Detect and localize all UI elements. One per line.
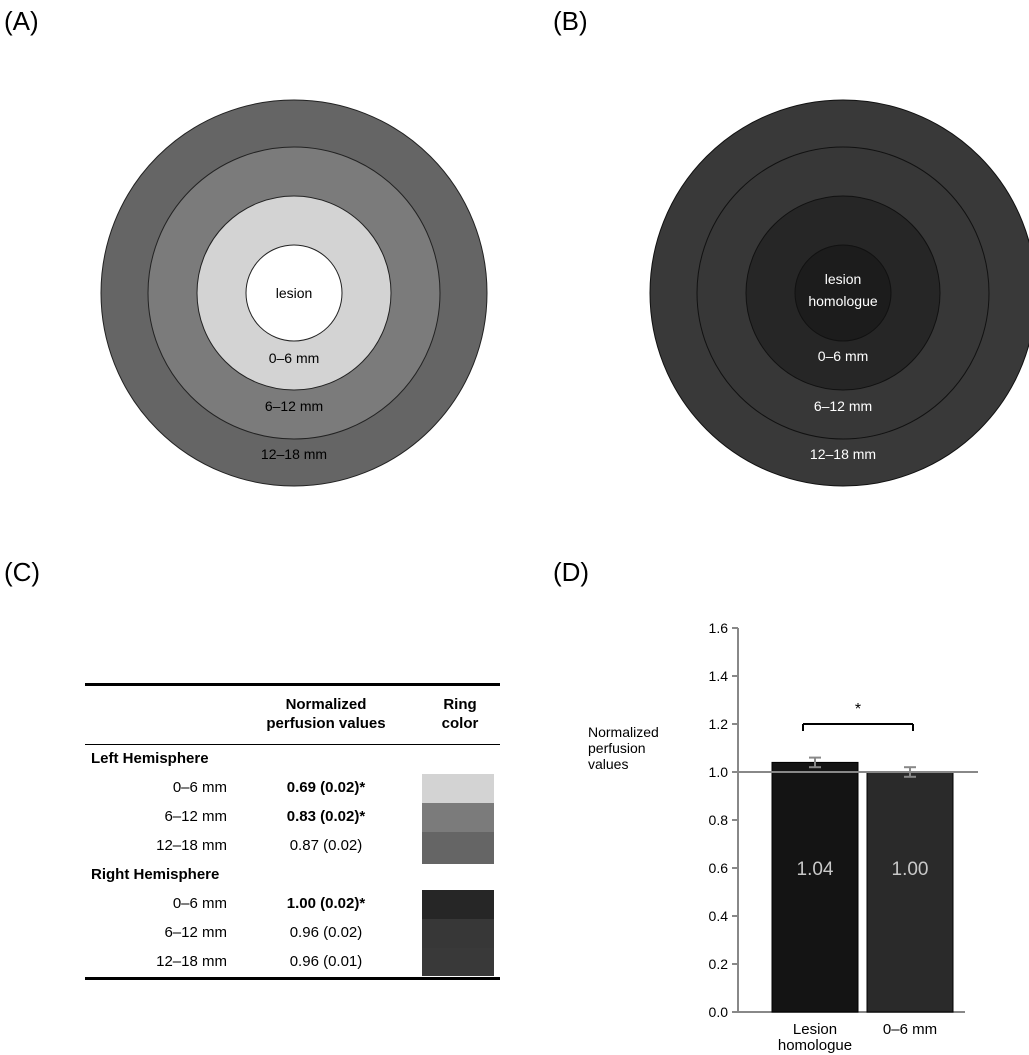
header-perfusion: Normalized perfusion values [251, 695, 401, 733]
y-axis-label: Normalized [588, 724, 659, 740]
table-row: 12–18 mm 0.96 (0.01) [85, 948, 500, 977]
y-tick-label: 0.6 [709, 860, 729, 876]
lesion-homologue-label-2: homologue [808, 293, 877, 309]
bar-value-label: 1.00 [892, 859, 929, 880]
y-tick-label: 0.4 [709, 908, 729, 924]
ring-color-swatch [422, 803, 494, 835]
panel-label-c: (C) [4, 557, 41, 587]
ring-a-label-0-6: 0–6 mm [269, 350, 320, 366]
diagram-b: lesion homologue 0–6 mm 6–12 mm 12–18 mm [649, 99, 1029, 487]
ring-b-label-6-12: 6–12 mm [814, 398, 872, 414]
ring-b-label-12-18: 12–18 mm [810, 446, 876, 462]
lesion-label: lesion [276, 285, 313, 301]
bar [866, 771, 954, 1013]
lesion-homologue-circle [794, 244, 892, 342]
y-tick-label: 0.0 [709, 1004, 729, 1020]
lesion-homologue-label-1: lesion [825, 271, 862, 287]
row-value: 0.83 (0.02)* [286, 808, 366, 825]
table-row: 0–6 mm 0.69 (0.02)* [85, 774, 500, 806]
significance-star: * [855, 701, 861, 718]
table-row: 6–12 mm 0.83 (0.02)* [85, 803, 500, 835]
table-row: 6–12 mm 0.96 (0.02) [85, 919, 500, 951]
row-value: 1.00 (0.02)* [286, 895, 366, 912]
ring-a-label-6-12: 6–12 mm [265, 398, 323, 414]
row-value: 0.87 (0.02) [289, 837, 363, 854]
row-value: 0.69 (0.02)* [286, 779, 366, 796]
y-tick-label: 1.2 [709, 716, 729, 732]
section-row-right: Right Hemisphere [85, 861, 500, 890]
table-header: Normalized perfusion values Ring color [85, 686, 500, 745]
category-label: 0–6 mm [883, 1021, 937, 1038]
row-distance: 6–12 mm [164, 924, 227, 941]
lesion-circle [245, 244, 343, 342]
panel-label-b: (B) [553, 6, 588, 36]
table-row: 0–6 mm 1.00 (0.02)* [85, 890, 500, 922]
ring-color-swatch [422, 919, 494, 951]
panel-label-a: (A) [4, 6, 39, 36]
diagram-a: lesion 0–6 mm 6–12 mm 12–18 mm [100, 99, 488, 487]
ring-color-swatch [422, 890, 494, 922]
row-distance: 12–18 mm [156, 837, 227, 854]
header-perfusion-line2: perfusion values [266, 715, 386, 732]
row-value: 0.96 (0.02) [289, 924, 363, 941]
row-distance: 6–12 mm [164, 808, 227, 825]
perfusion-table: Normalized perfusion values Ring color L… [85, 683, 500, 980]
row-distance: 0–6 mm [172, 895, 227, 912]
y-tick-label: 0.8 [709, 812, 729, 828]
ring-color-swatch [422, 948, 494, 976]
y-tick-label: 1.0 [709, 764, 729, 780]
header-ring-line1: Ring [443, 696, 477, 713]
row-distance: 0–6 mm [172, 779, 227, 796]
header-ring-color: Ring color [420, 695, 500, 733]
section-right-hemisphere: Right Hemisphere [91, 866, 220, 883]
y-tick-label: 1.6 [709, 620, 729, 636]
category-label: homologue [778, 1037, 852, 1054]
table-row: 12–18 mm 0.87 (0.02) [85, 832, 500, 864]
category-label: Lesion [793, 1021, 837, 1038]
ring-color-swatch [422, 832, 494, 864]
header-ring-line2: color [441, 715, 479, 732]
ring-b-label-0-6: 0–6 mm [818, 348, 869, 364]
y-axis-label: values [588, 756, 628, 772]
row-value: 0.96 (0.01) [289, 953, 363, 970]
ring-a-label-12-18: 12–18 mm [261, 446, 327, 462]
row-distance: 12–18 mm [156, 953, 227, 970]
bar [771, 761, 859, 1013]
panel-label-d: (D) [553, 557, 590, 587]
ring-diagrams: lesion 0–6 mm 6–12 mm 12–18 mm lesion ho… [100, 99, 1029, 487]
y-tick-label: 0.2 [709, 956, 729, 972]
section-left-hemisphere: Left Hemisphere [91, 750, 209, 767]
y-axis-label: perfusion [588, 740, 646, 756]
section-row-left: Left Hemisphere [85, 745, 500, 774]
ring-color-swatch [422, 774, 494, 806]
bar-value-label: 1.04 [797, 859, 834, 880]
header-perfusion-line1: Normalized [285, 696, 367, 713]
y-tick-label: 1.4 [709, 668, 729, 684]
